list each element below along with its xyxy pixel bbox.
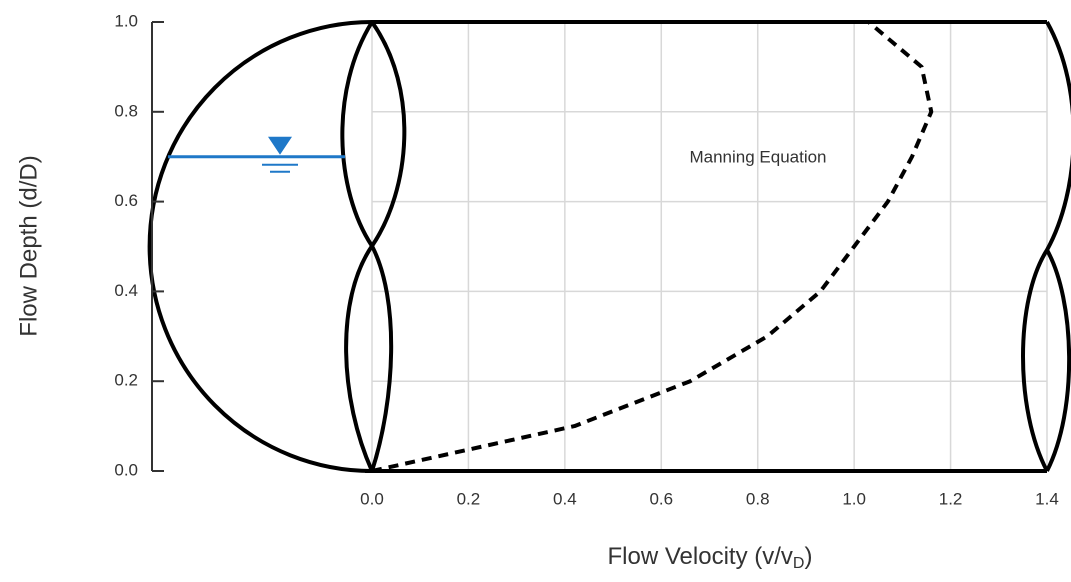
y-tick-label: 0.2 [114, 371, 138, 390]
pipe [147, 20, 1071, 473]
y-tick-label: 1.0 [114, 11, 138, 30]
x-tick-label: 0.8 [746, 489, 770, 508]
grid [371, 21, 1048, 472]
x-label-main: Flow Velocity (v/v [608, 543, 793, 570]
x-label-end: ) [804, 543, 812, 570]
pipe-end-right [1045, 249, 1071, 472]
x-tick-label: 1.4 [1035, 489, 1059, 508]
pipe-end-left [147, 20, 373, 473]
water-symbol [268, 136, 292, 155]
x-tick-label: 1.0 [842, 489, 866, 508]
x-tick-label: 0.0 [360, 489, 384, 508]
annotation: Manning Equation [689, 147, 826, 166]
y-axis-label: Flow Depth (d/D) [15, 155, 42, 336]
y-tick-label: 0.4 [114, 281, 138, 300]
pipe-rim [344, 20, 407, 472]
x-tick-label: 0.2 [457, 489, 481, 508]
x-axis-label: Flow Velocity (v/vD) [608, 543, 813, 572]
x-label-sub: D [793, 555, 805, 572]
x-tick-label: 0.4 [553, 489, 577, 508]
x-tick-label: 1.2 [939, 489, 963, 508]
y-tick-label: 0.6 [114, 191, 138, 210]
y-tick-label: 0.0 [114, 460, 138, 479]
x-tick-label: 0.6 [649, 489, 673, 508]
pipe-rim [340, 20, 394, 472]
series-line [371, 20, 934, 473]
y-tick-label: 0.8 [114, 101, 138, 120]
